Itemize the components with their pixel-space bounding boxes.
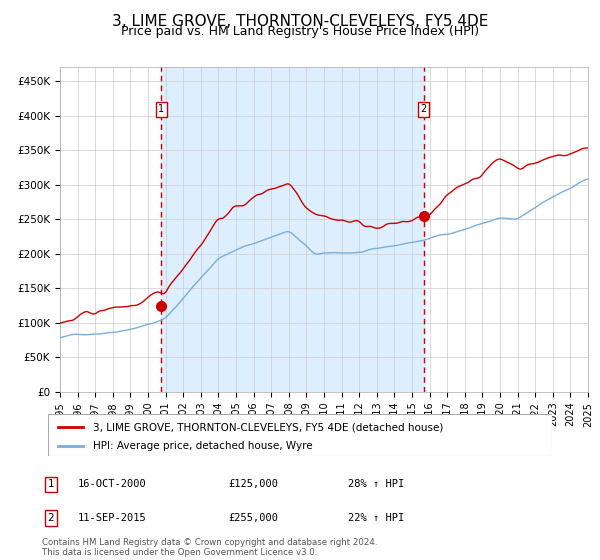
Text: 2: 2 <box>47 513 55 523</box>
Text: Contains HM Land Registry data © Crown copyright and database right 2024.
This d: Contains HM Land Registry data © Crown c… <box>42 538 377 557</box>
Text: 1: 1 <box>47 479 55 489</box>
Text: 16-OCT-2000: 16-OCT-2000 <box>78 479 147 489</box>
Bar <box>161 67 424 392</box>
Text: Price paid vs. HM Land Registry's House Price Index (HPI): Price paid vs. HM Land Registry's House … <box>121 25 479 38</box>
Text: 3, LIME GROVE, THORNTON-CLEVELEYS, FY5 4DE (detached house): 3, LIME GROVE, THORNTON-CLEVELEYS, FY5 4… <box>94 422 444 432</box>
Text: HPI: Average price, detached house, Wyre: HPI: Average price, detached house, Wyre <box>94 441 313 451</box>
Text: 2: 2 <box>421 104 427 114</box>
Text: 22% ↑ HPI: 22% ↑ HPI <box>348 513 404 523</box>
Text: 1: 1 <box>158 104 164 114</box>
Text: 28% ↑ HPI: 28% ↑ HPI <box>348 479 404 489</box>
FancyBboxPatch shape <box>48 414 552 456</box>
Text: £125,000: £125,000 <box>228 479 278 489</box>
Text: £255,000: £255,000 <box>228 513 278 523</box>
Text: 11-SEP-2015: 11-SEP-2015 <box>78 513 147 523</box>
Text: 3, LIME GROVE, THORNTON-CLEVELEYS, FY5 4DE: 3, LIME GROVE, THORNTON-CLEVELEYS, FY5 4… <box>112 14 488 29</box>
